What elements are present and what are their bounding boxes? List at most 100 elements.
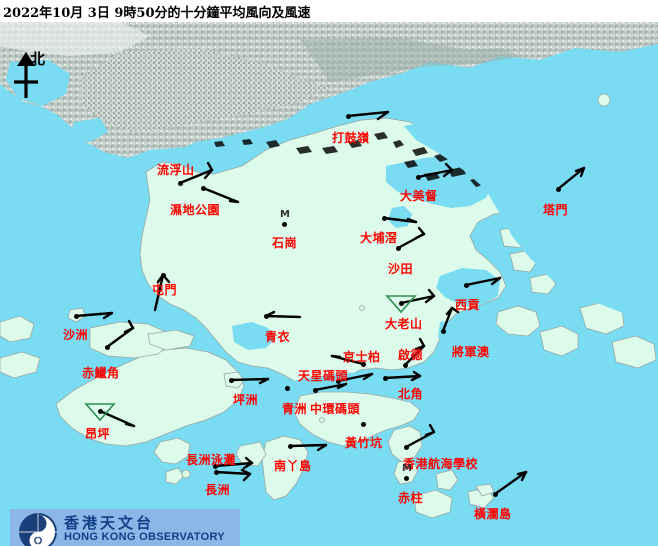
barb-ta-kwu-ling xyxy=(346,110,390,121)
barb-lau-fau-shan xyxy=(178,161,214,185)
station-13-dot[interactable] xyxy=(441,329,446,334)
station-11-label[interactable]: 青衣 xyxy=(265,330,291,344)
elevation-markers xyxy=(84,295,417,422)
station-26-dot[interactable] xyxy=(404,445,409,450)
station-5-dot[interactable] xyxy=(556,187,561,192)
station-12-dot[interactable] xyxy=(399,301,404,306)
mirs-bay-water xyxy=(404,114,658,322)
station-25-label[interactable]: 南丫島 xyxy=(274,459,312,473)
station-9-dot[interactable] xyxy=(464,283,469,288)
station-4-dot[interactable] xyxy=(416,175,421,180)
hko-logo-icon xyxy=(19,513,57,546)
barb-tap-mun xyxy=(556,166,586,191)
station-1-label[interactable]: 流浮山 xyxy=(157,163,195,177)
barb-cheung-chau xyxy=(214,468,252,482)
station-29-dot[interactable] xyxy=(493,492,498,497)
station-18-label[interactable]: 北角 xyxy=(398,387,424,401)
station-19-label[interactable]: 坪洲 xyxy=(233,393,259,407)
station-2-dot[interactable] xyxy=(201,186,206,191)
barb-waglan-island xyxy=(493,470,528,496)
barb-north-point xyxy=(383,370,422,382)
station-8-dot[interactable] xyxy=(161,273,166,278)
station-21-label[interactable]: 中環碼頭 xyxy=(310,402,361,416)
station-28-label[interactable]: 赤柱 xyxy=(398,491,424,505)
station-25-dot[interactable] xyxy=(288,444,293,449)
barb-peng-chau xyxy=(229,377,270,385)
station-6-label[interactable]: 大埔滘 xyxy=(360,231,398,245)
station-27-label[interactable]: 長洲 xyxy=(205,483,231,497)
station-28-dot[interactable] xyxy=(404,476,409,481)
hong-kong-island xyxy=(293,391,423,485)
station-13-label[interactable]: 將軍澳 xyxy=(452,345,490,359)
station-18-dot[interactable] xyxy=(383,376,388,381)
barb-tseung-kwan-o xyxy=(441,306,460,333)
station-16-label[interactable]: 啟德 xyxy=(398,348,424,362)
mainland-landmass xyxy=(0,22,658,174)
station-7-label[interactable]: 沙田 xyxy=(388,262,414,276)
station-22-label[interactable]: 昂坪 xyxy=(85,427,111,441)
barb-tai-mei-tuk xyxy=(416,162,454,179)
station-24-dot[interactable] xyxy=(213,464,218,469)
barb-kai-tak xyxy=(403,337,426,367)
barb-wetland-park xyxy=(201,186,240,204)
hko-logo-english: HONG KONG OBSERVATORY xyxy=(64,531,225,543)
station-12-label[interactable]: 大老山 xyxy=(385,317,423,331)
station-3-dot[interactable] xyxy=(282,222,287,227)
station-27-dot[interactable] xyxy=(214,470,219,475)
station-10-dot[interactable] xyxy=(74,314,79,319)
station-3-m-marker: M xyxy=(280,209,290,220)
station-15-dot[interactable] xyxy=(361,362,366,367)
station-6-dot[interactable] xyxy=(382,216,387,221)
barb-lamma-island xyxy=(288,443,328,452)
station-4-label[interactable]: 大美督 xyxy=(400,189,438,203)
station-9-label[interactable]: 西貢 xyxy=(455,298,481,312)
station-3-label[interactable]: 石崗 xyxy=(272,236,298,250)
station-28-m-marker: M xyxy=(402,463,412,474)
station-15-label[interactable]: 京士柏 xyxy=(343,350,381,364)
station-11-dot[interactable] xyxy=(264,314,269,319)
map-graphics xyxy=(0,22,658,546)
station-24-label[interactable]: 長洲泳灘 xyxy=(186,453,237,467)
station-14-dot[interactable] xyxy=(105,345,110,350)
hko-logo-chinese: 香港天文台 xyxy=(64,514,155,532)
barb-sha-tin xyxy=(396,226,426,250)
barb-sai-kung xyxy=(464,276,502,287)
barb-tates-cairn xyxy=(399,288,436,305)
station-1-dot[interactable] xyxy=(178,181,183,186)
station-21-dot[interactable] xyxy=(313,388,318,393)
barb-tai-po-kau xyxy=(382,216,418,224)
station-20-label[interactable]: 青洲 xyxy=(282,402,308,416)
station-19-dot[interactable] xyxy=(229,378,234,383)
station-0-dot[interactable] xyxy=(346,114,351,119)
station-22-dot[interactable] xyxy=(98,409,103,414)
triangle-marker-ngong-ping xyxy=(84,403,116,422)
station-14-label[interactable]: 赤鱲角 xyxy=(82,366,120,380)
station-16-dot[interactable] xyxy=(403,363,408,368)
station-29-label[interactable]: 橫瀾島 xyxy=(474,507,512,521)
station-23-label[interactable]: 黃竹坑 xyxy=(345,436,383,450)
station-26-label[interactable]: 香港航海學校 xyxy=(403,457,479,471)
station-2-label[interactable]: 濕地公園 xyxy=(170,203,221,217)
page-title: 2022年10月 3日 9時50分的十分鐘平均風向及風速 xyxy=(3,6,311,21)
hong-kong-wind-map: 北 香港天文台 HONG KONG OBSERVATORY 打鼓嶺流浮山濕地公園… xyxy=(0,22,658,546)
barb-kings-park xyxy=(330,354,365,366)
station-10-label[interactable]: 沙洲 xyxy=(63,328,89,342)
station-23-dot[interactable] xyxy=(361,422,366,427)
barb-star-ferry xyxy=(336,372,374,383)
barb-cheung-chau-beach xyxy=(213,456,254,470)
wind-barbs xyxy=(74,110,586,496)
station-5-label[interactable]: 塔門 xyxy=(543,203,569,217)
station-17-label[interactable]: 天星碼頭 xyxy=(298,369,349,383)
station-17-dot[interactable] xyxy=(336,379,341,384)
lantau-island xyxy=(55,321,245,447)
barb-chek-lap-kok xyxy=(105,319,135,349)
station-8-label[interactable]: 屯門 xyxy=(152,283,178,297)
barb-sha-chau xyxy=(74,311,114,320)
station-7-dot[interactable] xyxy=(396,246,401,251)
station-0-label[interactable]: 打鼓嶺 xyxy=(332,131,370,145)
barb-central-pier xyxy=(313,382,348,392)
north-arrow-icon xyxy=(14,52,38,98)
north-label: 北 xyxy=(30,50,46,68)
station-20-dot[interactable] xyxy=(285,386,290,391)
